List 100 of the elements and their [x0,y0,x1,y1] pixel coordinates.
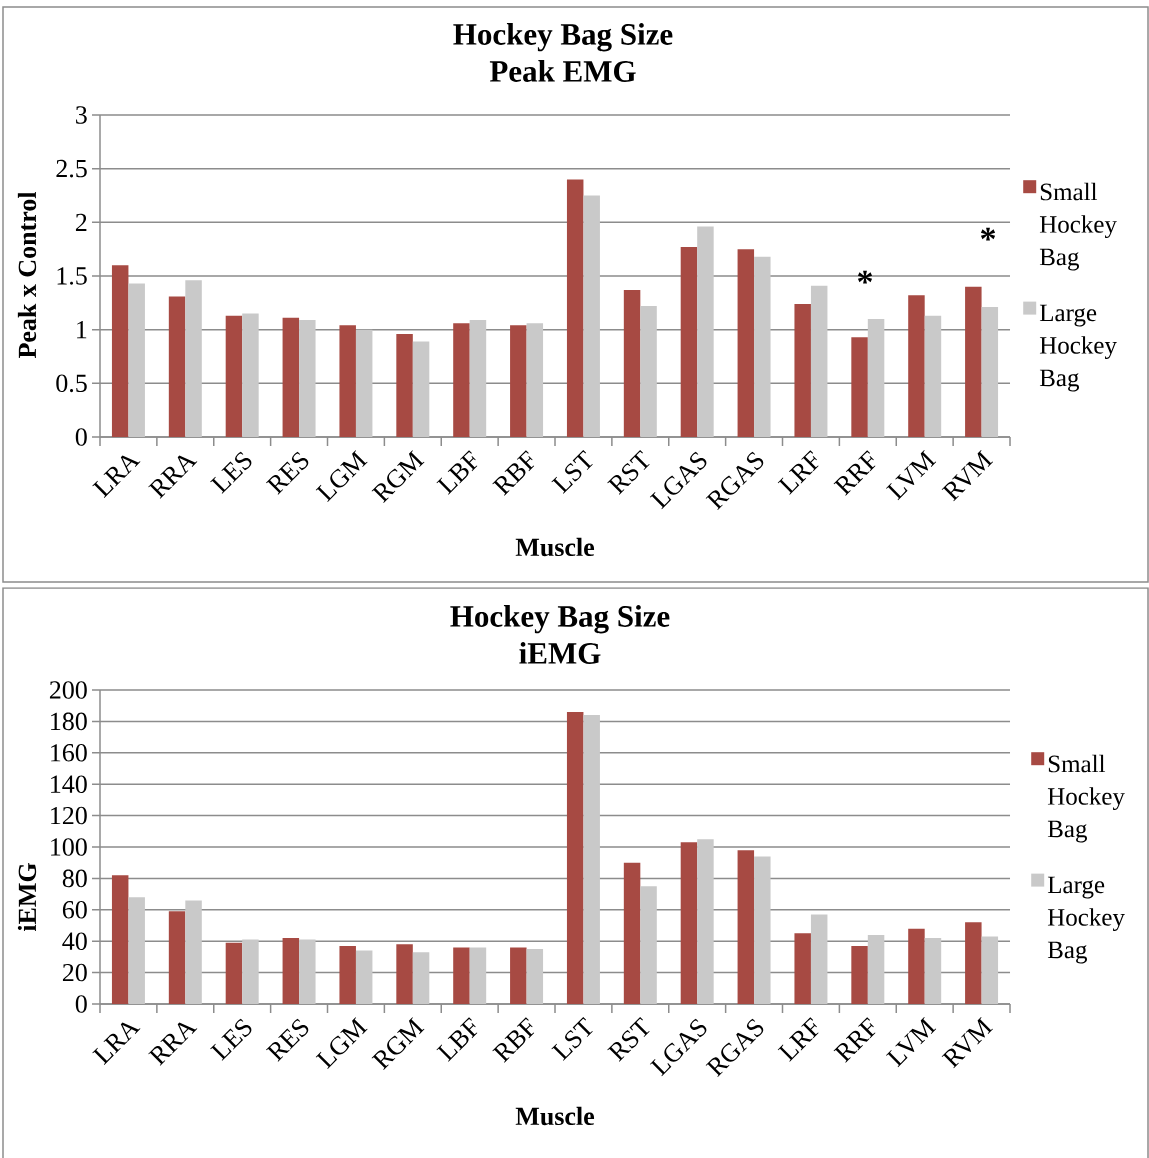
annotation: * [857,270,873,284]
bar [908,928,925,1004]
legend-label: Small Hockey Bag [1039,182,1117,271]
x-tick-label: LST [551,1016,593,1061]
bar [680,247,698,437]
bar [168,296,186,437]
bar [640,306,657,437]
y-axis-title: iEMG [17,863,37,932]
x-axis-title: Muscle [515,537,595,557]
bar [282,317,300,437]
bar [412,341,430,437]
y-tick-label: 0.5 [56,374,87,393]
bar [754,856,771,1004]
y-tick-label: 2 [75,213,87,231]
y-tick-label: 1.5 [57,267,87,285]
bar [396,944,413,1004]
x-tick-label: RES [266,451,309,495]
bar [737,850,755,1004]
bar [867,934,885,1004]
y-tick-label: 0 [75,995,87,1013]
y-tick-label: 2.5 [56,159,87,178]
bar [640,886,657,1004]
x-tick-label: RRA [148,455,198,499]
x-tick-label: LST [551,449,593,494]
bar [526,949,544,1004]
chart-title: Hockey Bag Size [450,605,670,634]
bar [623,862,641,1004]
bar [697,226,714,437]
bar [851,337,868,437]
x-tick-label: LRA [92,455,141,498]
y-tick-label: 20 [62,963,87,982]
bar [981,936,999,1004]
y-tick-label: 1 [77,321,87,339]
bar [242,313,259,437]
bar [680,842,698,1004]
bar [737,249,755,437]
bar [185,280,202,437]
chart-subtitle: iEMG [519,642,601,664]
legend-label: Small Hockey Bag [1047,754,1125,843]
bar [355,950,373,1004]
bar [168,911,186,1004]
bar [754,256,771,437]
bar [794,933,811,1004]
bar [908,295,925,437]
legend-label: Large Hockey Bag [1047,876,1125,964]
x-tick-label: RES [266,1018,309,1062]
legend-label: Large Hockey Bag [1039,304,1117,392]
bar [867,318,885,437]
bar [924,938,942,1004]
bar [128,897,145,1004]
y-tick-label: 120 [51,806,87,825]
bar [965,922,982,1004]
y-tick-label: 60 [62,901,87,919]
y-tick-label: 140 [51,775,87,793]
bar [111,875,129,1004]
bar [469,947,487,1004]
y-tick-label: 0 [75,428,87,446]
bar [299,320,316,437]
annotation: * [980,227,996,241]
bar [453,323,470,437]
bar [469,320,487,437]
bar [851,945,868,1004]
y-tick-label: 180 [51,712,87,731]
bar [526,323,544,437]
y-tick-label: 40 [62,932,87,950]
x-tick-label: LES [210,451,252,494]
bar [623,289,641,437]
bar [810,914,828,1004]
bar [510,325,527,437]
y-tick-label: 100 [51,838,87,856]
bar [225,315,243,437]
bar [965,286,982,437]
bar [981,307,999,437]
bar [566,711,584,1004]
bar [339,945,356,1004]
bar [185,900,202,1004]
y-tick-label: 200 [49,681,87,699]
chart-subtitle: Peak EMG [489,60,636,82]
bar [583,195,600,437]
y-axis-title: Peak x Control [17,191,37,359]
bar [510,947,527,1004]
bar [128,283,145,437]
bar [225,942,243,1004]
bar [396,333,413,437]
bar [583,715,600,1004]
x-tick-label: RRA [148,1022,198,1066]
bar [810,285,828,437]
bar [299,939,316,1004]
bar [242,939,259,1004]
y-tick-label: 80 [62,869,87,888]
bar [111,265,129,437]
x-axis-title: Muscle [515,1106,595,1126]
y-tick-label: 160 [51,744,87,762]
x-tick-label: LES [210,1018,252,1061]
bar [794,303,811,437]
bar [924,315,942,437]
bar [697,839,714,1004]
y-tick-label: 3 [76,106,87,124]
bar [453,947,470,1004]
bar [566,179,584,437]
